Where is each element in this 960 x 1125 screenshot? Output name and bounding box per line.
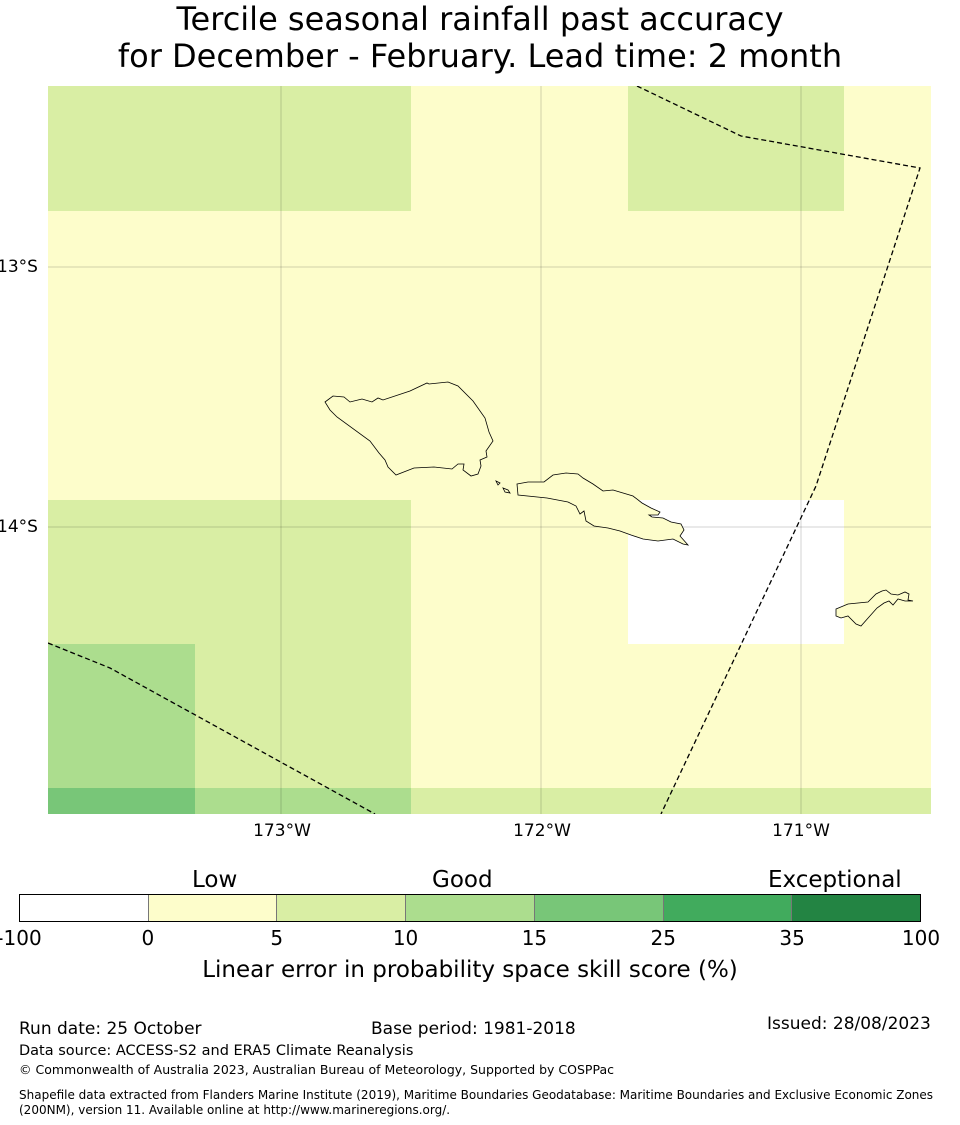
- shapefile-credit-line-2: (200NM), version 11. Available online at…: [19, 1103, 451, 1117]
- colorbar-segment: [663, 895, 793, 921]
- lon-label-172w: 172°W: [513, 821, 571, 841]
- maritime-boundary-line: [48, 642, 376, 814]
- colorbar-category-exceptional: Exceptional: [768, 867, 902, 893]
- skill-cell: [48, 788, 195, 814]
- colorbar-segment: [406, 895, 535, 921]
- skill-cell: [628, 86, 844, 211]
- upolu-island-outline: [516, 472, 690, 546]
- shapefile-credit-line-1: Shapefile data extracted from Flanders M…: [19, 1088, 934, 1102]
- issued-date: Issued: 28/08/2023: [767, 1014, 931, 1034]
- colorbar-segment: [148, 895, 278, 921]
- data-source: Data source: ACCESS-S2 and ERA5 Climate …: [19, 1043, 414, 1059]
- lon-label-171w: 171°W: [772, 821, 830, 841]
- colorbar-segment: [20, 895, 149, 921]
- tutuila-island-outline: [835, 589, 914, 627]
- colorbar-tick-label: 35: [779, 926, 805, 950]
- colorbar-segment: [277, 895, 407, 921]
- apolima-island-outline: [495, 480, 501, 486]
- colorbar-tick-label: 100: [901, 926, 941, 950]
- skill-cell: [48, 644, 195, 814]
- skill-cell: [48, 86, 411, 211]
- colorbar-category-low: Low: [192, 867, 238, 893]
- map-overlay: [48, 86, 931, 814]
- colorbar-segment: [792, 895, 921, 921]
- colorbar-category-good: Good: [432, 867, 493, 893]
- colorbar-tick-label: 10: [392, 926, 419, 950]
- colorbar-tick-label: 25: [650, 926, 677, 950]
- colorbar: [19, 894, 921, 922]
- savaii-island-outline: [324, 381, 494, 477]
- maritime-boundary-line: [636, 86, 921, 814]
- skill-cell: [195, 788, 411, 814]
- colorbar-tick-label: 15: [521, 926, 548, 950]
- lon-label-173w: 173°W: [253, 821, 311, 841]
- run-date: Run date: 25 October: [19, 1019, 202, 1039]
- manono-island-outline: [502, 487, 511, 494]
- map-title-line-2: for December - February. Lead time: 2 mo…: [117, 37, 843, 75]
- map-title-line-1: Tercile seasonal rainfall past accuracy: [176, 0, 784, 38]
- copyright-notice: © Commonwealth of Australia 2023, Austra…: [19, 1062, 614, 1077]
- base-period: Base period: 1981-2018: [371, 1019, 576, 1039]
- colorbar-tick-label: -100: [0, 926, 42, 950]
- colorbar-tick-label: 0: [141, 926, 155, 950]
- colorbar-segment: [534, 895, 664, 921]
- colorbar-tick-label: 5: [270, 926, 284, 950]
- skill-score-map: [48, 86, 931, 814]
- colorbar-axis-label: Linear error in probability space skill …: [202, 957, 738, 983]
- lat-label-14s: 14°S: [0, 517, 38, 537]
- lat-label-13s: 13°S: [0, 257, 38, 277]
